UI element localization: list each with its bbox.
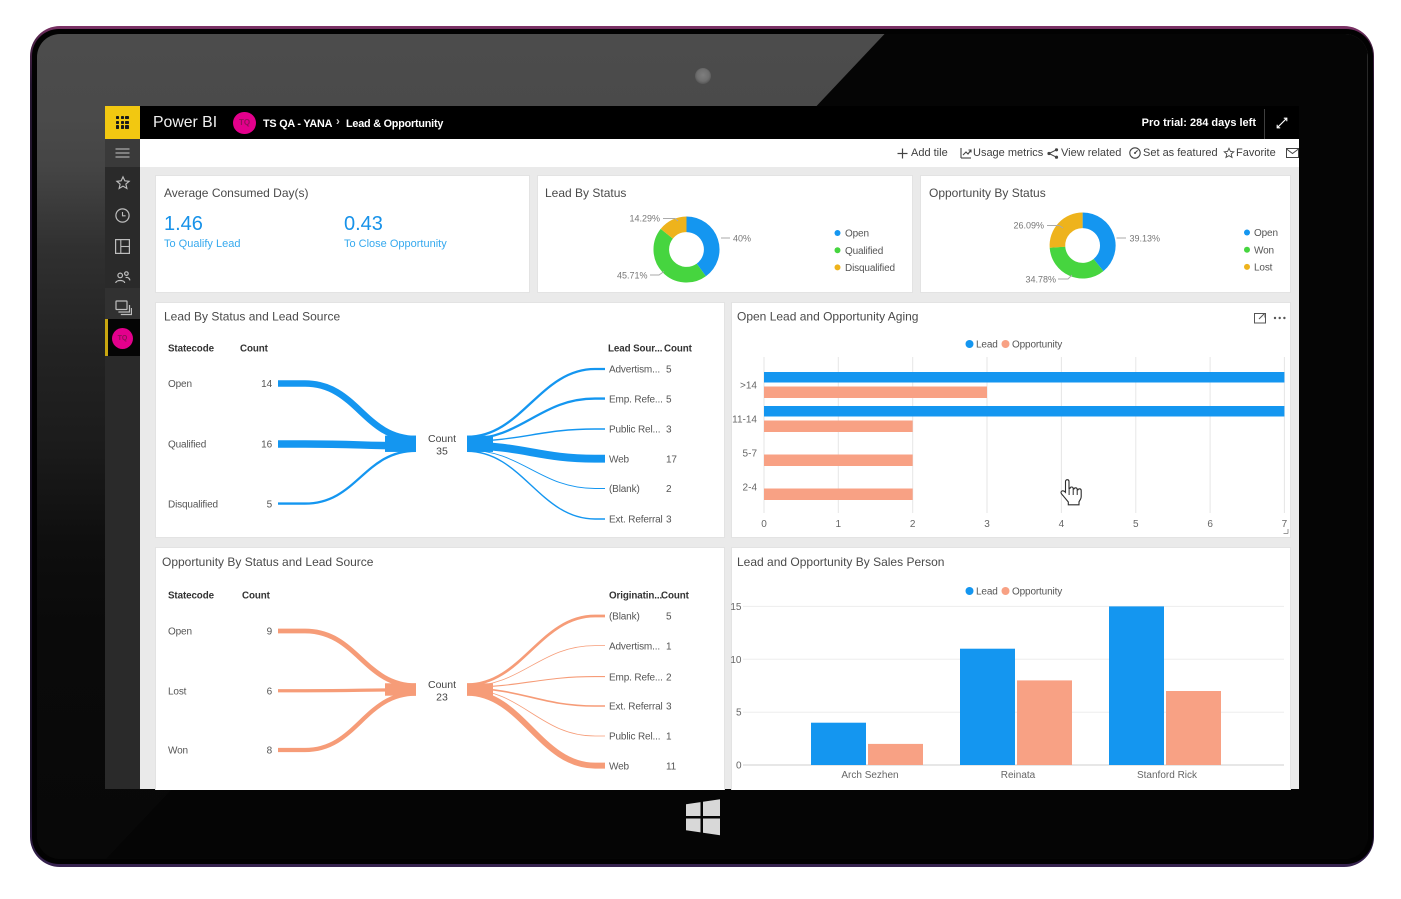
svg-text:Qualified: Qualified <box>168 440 206 451</box>
svg-text:3: 3 <box>666 425 672 436</box>
svg-text:Open: Open <box>1254 228 1278 239</box>
svg-text:Won: Won <box>168 746 188 757</box>
svg-text:Lost: Lost <box>168 686 187 697</box>
svg-text:14: 14 <box>261 379 272 390</box>
svg-text:2-4: 2-4 <box>743 483 758 494</box>
svg-text:Statecode: Statecode <box>168 591 215 602</box>
svg-text:Originatin...: Originatin... <box>609 591 663 602</box>
svg-text:9: 9 <box>267 627 273 638</box>
svg-text:11-14: 11-14 <box>732 415 757 426</box>
svg-text:Reinata: Reinata <box>1001 770 1036 781</box>
svg-text:2: 2 <box>910 519 916 530</box>
svg-text:2: 2 <box>666 672 672 683</box>
svg-text:Web: Web <box>609 761 630 772</box>
svg-text:15: 15 <box>731 602 742 613</box>
svg-text:Public Rel...: Public Rel... <box>609 732 660 743</box>
svg-text:Statecode: Statecode <box>168 344 215 355</box>
svg-text:26.09%: 26.09% <box>1013 220 1044 230</box>
svg-text:Count: Count <box>240 344 269 355</box>
svg-text:Emp. Refe...: Emp. Refe... <box>609 672 663 683</box>
svg-text:Open: Open <box>168 627 192 638</box>
svg-text:1: 1 <box>666 732 672 743</box>
svg-text:34.78%: 34.78% <box>1025 274 1056 284</box>
svg-text:6: 6 <box>267 686 273 697</box>
svg-text:Count: Count <box>242 591 271 602</box>
svg-text:(Blank): (Blank) <box>609 612 640 623</box>
svg-text:17: 17 <box>666 454 677 465</box>
svg-text:23: 23 <box>436 692 448 704</box>
svg-text:5: 5 <box>666 612 672 623</box>
svg-text:3: 3 <box>666 515 672 526</box>
svg-text:14.29%: 14.29% <box>629 213 660 223</box>
svg-text:Ext. Referral: Ext. Referral <box>609 515 663 526</box>
svg-text:Public Rel...: Public Rel... <box>609 425 660 436</box>
svg-text:7: 7 <box>1282 519 1288 530</box>
svg-text:>14: >14 <box>740 381 757 392</box>
svg-text:Opportunity By Status and Lead: Opportunity By Status and Lead Source <box>162 555 374 569</box>
svg-text:Open: Open <box>168 379 192 390</box>
svg-text:45.71%: 45.71% <box>617 270 648 280</box>
svg-text:Advertism...: Advertism... <box>609 641 660 652</box>
svg-text:Won: Won <box>1254 245 1274 256</box>
svg-text:Lost: Lost <box>1254 262 1273 273</box>
svg-text:Stanford Rick: Stanford Rick <box>1137 770 1198 781</box>
svg-text:Open: Open <box>845 228 869 239</box>
svg-text:35: 35 <box>436 446 448 458</box>
svg-text:0: 0 <box>736 761 742 772</box>
svg-text:Count: Count <box>428 679 456 691</box>
svg-text:5: 5 <box>267 499 273 510</box>
svg-text:1: 1 <box>666 641 672 652</box>
svg-text:5: 5 <box>1133 519 1139 530</box>
svg-text:Count: Count <box>664 344 693 355</box>
svg-text:0: 0 <box>761 519 767 530</box>
svg-text:Disqualified: Disqualified <box>845 263 895 274</box>
svg-text:Lead Sour...: Lead Sour... <box>608 344 663 355</box>
svg-text:Web: Web <box>609 454 630 465</box>
svg-text:Disqualified: Disqualified <box>168 499 218 510</box>
svg-text:Advertism...: Advertism... <box>609 365 660 376</box>
svg-text:Lead: Lead <box>976 340 998 351</box>
svg-text:5: 5 <box>666 394 672 405</box>
svg-text:6: 6 <box>1207 519 1213 530</box>
svg-text:Lead By Status and Lead Source: Lead By Status and Lead Source <box>164 310 340 324</box>
svg-text:Opportunity: Opportunity <box>1012 340 1062 351</box>
svg-text:Opportunity: Opportunity <box>1012 587 1062 598</box>
svg-text:5-7: 5-7 <box>743 449 758 460</box>
svg-text:Emp. Refe...: Emp. Refe... <box>609 394 663 405</box>
svg-text:(Blank): (Blank) <box>609 484 640 495</box>
svg-text:Ext. Referral: Ext. Referral <box>609 702 663 713</box>
svg-text:1: 1 <box>836 519 842 530</box>
svg-text:8: 8 <box>267 746 273 757</box>
svg-text:40%: 40% <box>733 233 751 243</box>
svg-text:3: 3 <box>984 519 990 530</box>
svg-text:Count: Count <box>428 433 456 445</box>
svg-text:39.13%: 39.13% <box>1130 233 1161 243</box>
svg-text:Count: Count <box>661 591 690 602</box>
svg-text:3: 3 <box>666 702 672 713</box>
svg-text:Qualified: Qualified <box>845 245 883 256</box>
svg-text:4: 4 <box>1059 519 1065 530</box>
svg-text:Open Lead and Opportunity Agin: Open Lead and Opportunity Aging <box>737 310 918 324</box>
svg-text:5: 5 <box>736 708 742 719</box>
svg-text:Arch Sezhen: Arch Sezhen <box>841 770 898 781</box>
svg-text:2: 2 <box>666 484 672 495</box>
svg-text:10: 10 <box>731 655 742 666</box>
svg-text:11: 11 <box>666 761 677 772</box>
svg-text:5: 5 <box>666 365 672 376</box>
svg-text:16: 16 <box>261 440 272 451</box>
svg-text:Lead: Lead <box>976 587 998 598</box>
svg-text:Lead and Opportunity By Sales: Lead and Opportunity By Sales Person <box>737 555 944 569</box>
